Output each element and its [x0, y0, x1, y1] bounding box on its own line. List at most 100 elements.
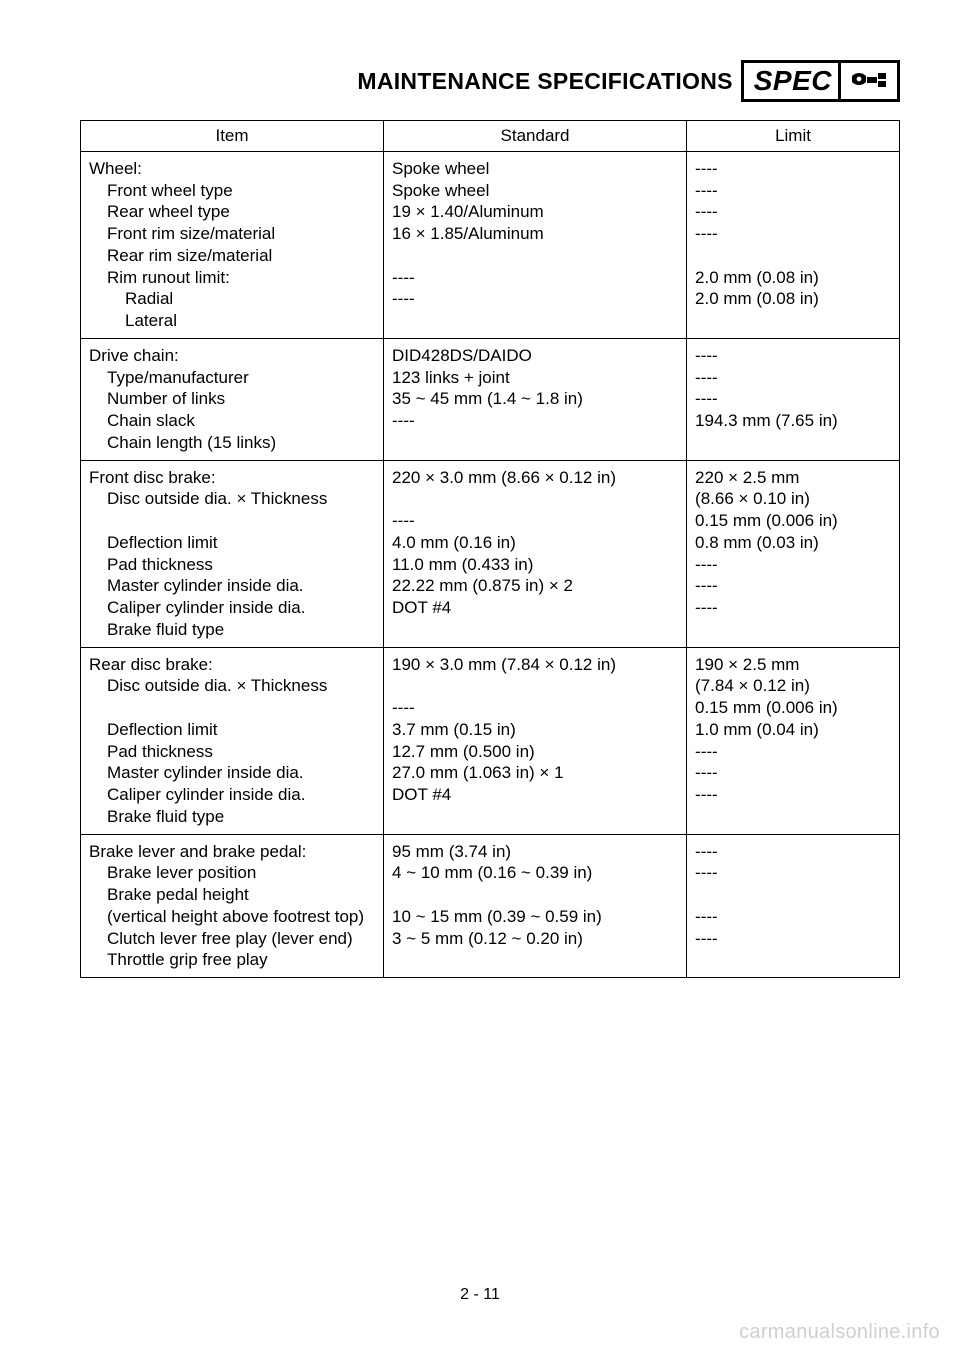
cell-limit: ------------194.3 mm (7.65 in): [687, 338, 900, 460]
table-section: Front disc brake:Disc outside dia. × Thi…: [81, 460, 900, 647]
limit-value: 2.0 mm (0.08 in): [695, 288, 891, 310]
standard-value: DOT #4: [392, 784, 678, 806]
table-section: Wheel:Front wheel typeRear wheel typeFro…: [81, 151, 900, 338]
standard-value: 95 mm (3.74 in): [392, 841, 678, 863]
item-label: Caliper cylinder inside dia.: [89, 784, 375, 806]
limit-value: ----: [695, 841, 891, 863]
item-label: Disc outside dia. × Thickness: [89, 488, 375, 510]
cell-standard: Spoke wheelSpoke wheel19 × 1.40/Aluminum…: [384, 151, 687, 338]
standard-value: 27.0 mm (1.063 in) × 1: [392, 762, 678, 784]
cell-standard: 190 × 3.0 mm (7.84 × 0.12 in) ----3.7 mm…: [384, 647, 687, 834]
item-label: Disc outside dia. × Thickness: [89, 675, 375, 697]
item-label: Rear wheel type: [89, 201, 375, 223]
standard-value: ----: [392, 288, 678, 310]
spec-badge: SPEC: [741, 60, 900, 102]
cell-standard: 220 × 3.0 mm (8.66 × 0.12 in) ----4.0 mm…: [384, 460, 687, 647]
limit-value: ----: [695, 741, 891, 763]
item-label: Radial: [89, 288, 375, 310]
limit-value: 0.8 mm (0.03 in): [695, 532, 891, 554]
standard-value: 4.0 mm (0.16 in): [392, 532, 678, 554]
limit-value: [695, 245, 891, 267]
item-label: Rear rim size/material: [89, 245, 375, 267]
standard-value: Spoke wheel: [392, 180, 678, 202]
standard-value: 11.0 mm (0.433 in): [392, 554, 678, 576]
item-label: Type/manufacturer: [89, 367, 375, 389]
cell-standard: DID428DS/DAIDO123 links + joint35 ~ 45 m…: [384, 338, 687, 460]
cell-item: Wheel:Front wheel typeRear wheel typeFro…: [81, 151, 384, 338]
limit-value: ----: [695, 180, 891, 202]
table-section: Brake lever and brake pedal:Brake lever …: [81, 834, 900, 978]
limit-value: 220 × 2.5 mm(8.66 × 0.10 in): [695, 467, 891, 511]
standard-value: 123 links + joint: [392, 367, 678, 389]
standard-value: 35 ~ 45 mm (1.4 ~ 1.8 in): [392, 388, 678, 410]
item-label: Front rim size/material: [89, 223, 375, 245]
limit-value: ----: [695, 554, 891, 576]
limit-value: ----: [695, 906, 891, 928]
spec-icon: [841, 64, 897, 98]
cell-limit: ---------------- 2.0 mm (0.08 in)2.0 mm …: [687, 151, 900, 338]
col-limit: Limit: [687, 121, 900, 152]
standard-value: ----: [392, 697, 678, 719]
standard-value: ----: [392, 267, 678, 289]
standard-value: 190 × 3.0 mm (7.84 × 0.12 in): [392, 654, 678, 676]
limit-value: 194.3 mm (7.65 in): [695, 410, 891, 432]
limit-value: 190 × 2.5 mm(7.84 × 0.12 in): [695, 654, 891, 698]
limit-value: 0.15 mm (0.006 in): [695, 697, 891, 719]
item-label: Chain length (15 links): [89, 432, 375, 454]
item-label: Caliper cylinder inside dia.: [89, 597, 375, 619]
col-standard: Standard: [384, 121, 687, 152]
item-label: Deflection limit: [89, 532, 375, 554]
standard-value: 16 × 1.85/Aluminum: [392, 223, 678, 245]
cell-standard: 95 mm (3.74 in)4 ~ 10 mm (0.16 ~ 0.39 in…: [384, 834, 687, 978]
cell-item: Drive chain:Type/manufacturerNumber of l…: [81, 338, 384, 460]
limit-value: ----: [695, 345, 891, 367]
page-header: MAINTENANCE SPECIFICATIONS SPEC: [80, 60, 900, 102]
table-header-row: Item Standard Limit: [81, 121, 900, 152]
item-label: Brake pedal height(vertical height above…: [89, 884, 375, 928]
page: MAINTENANCE SPECIFICATIONS SPEC Item Sta…: [0, 0, 960, 1358]
item-label: Front wheel type: [89, 180, 375, 202]
limit-value: ----: [695, 784, 891, 806]
limit-value: ----: [695, 862, 891, 884]
table-section: Drive chain:Type/manufacturerNumber of l…: [81, 338, 900, 460]
section-title: Rear disc brake:: [89, 654, 375, 676]
cell-item: Brake lever and brake pedal:Brake lever …: [81, 834, 384, 978]
standard-value: DID428DS/DAIDO: [392, 345, 678, 367]
table-section: Rear disc brake:Disc outside dia. × Thic…: [81, 647, 900, 834]
standard-value: 220 × 3.0 mm (8.66 × 0.12 in): [392, 467, 678, 489]
header-title: MAINTENANCE SPECIFICATIONS: [357, 68, 732, 95]
limit-value: ----: [695, 158, 891, 180]
standard-value: ----: [392, 510, 678, 532]
item-label: Chain slack: [89, 410, 375, 432]
item-label: Brake fluid type: [89, 806, 375, 828]
limit-value: ----: [695, 367, 891, 389]
item-label: Pad thickness: [89, 554, 375, 576]
item-label: Lateral: [89, 310, 375, 332]
cell-item: Rear disc brake:Disc outside dia. × Thic…: [81, 647, 384, 834]
page-number: 2 - 11: [0, 1286, 960, 1304]
item-label: Master cylinder inside dia.: [89, 762, 375, 784]
cell-limit: -------- --------: [687, 834, 900, 978]
col-item: Item: [81, 121, 384, 152]
standard-value: 22.22 mm (0.875 in) × 2: [392, 575, 678, 597]
standard-value: 3.7 mm (0.15 in): [392, 719, 678, 741]
limit-value: ----: [695, 597, 891, 619]
item-label: Clutch lever free play (lever end): [89, 928, 375, 950]
limit-value: 2.0 mm (0.08 in): [695, 267, 891, 289]
limit-value: ----: [695, 928, 891, 950]
section-title: Drive chain:: [89, 345, 375, 367]
cell-limit: 220 × 2.5 mm(8.66 × 0.10 in)0.15 mm (0.0…: [687, 460, 900, 647]
standard-value: [392, 245, 678, 267]
limit-value: ----: [695, 201, 891, 223]
item-label: Brake fluid type: [89, 619, 375, 641]
cell-item: Front disc brake:Disc outside dia. × Thi…: [81, 460, 384, 647]
standard-value: 10 ~ 15 mm (0.39 ~ 0.59 in): [392, 906, 678, 928]
section-title: Wheel:: [89, 158, 375, 180]
item-label: Master cylinder inside dia.: [89, 575, 375, 597]
limit-value: 0.15 mm (0.006 in): [695, 510, 891, 532]
section-title: Brake lever and brake pedal:: [89, 841, 375, 863]
standard-value: DOT #4: [392, 597, 678, 619]
item-label: Pad thickness: [89, 741, 375, 763]
standard-value: Spoke wheel: [392, 158, 678, 180]
item-label: Number of links: [89, 388, 375, 410]
